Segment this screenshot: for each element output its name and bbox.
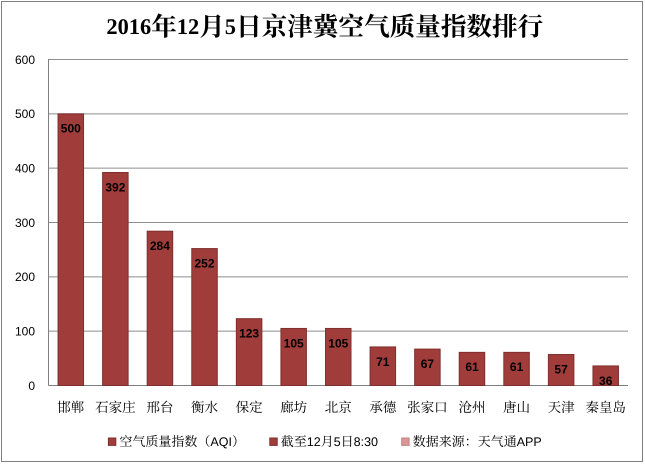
data-labels: 500 392 284 252 123 105 105 71 67 61 61 57 36 [61, 122, 613, 388]
bar-邢台 [146, 230, 174, 386]
category-label-邢台 [146, 400, 173, 414]
category-label-石家庄 [95, 400, 136, 414]
bar-value-label-61: 61 [465, 360, 479, 374]
legend-item-2 [269, 435, 378, 448]
category-label-廊坊 [280, 400, 307, 414]
bar-value-label-71: 71 [376, 355, 390, 369]
category-label-北京 [325, 400, 352, 414]
bar-衡水 [191, 248, 218, 386]
gridlines [48, 59, 628, 332]
y-axis-tick-labels: 0 100 200 300 400 500 600 [15, 53, 35, 393]
bar-value-label-252: 252 [194, 256, 214, 270]
legend-swatch-3 [401, 437, 410, 446]
bar-value-label-105: 105 [328, 336, 348, 350]
chart-title-glyphs [107, 13, 543, 38]
bar-张家口 [414, 348, 441, 387]
y-tick-label-400: 400 [15, 162, 35, 176]
bar-沧州 [458, 351, 486, 386]
category-label-衡水 [191, 400, 218, 414]
category-label-沧州 [459, 400, 485, 414]
legend-label-2 [281, 435, 378, 448]
bar-value-label-57: 57 [554, 362, 568, 376]
bar-value-label-67: 67 [421, 357, 435, 371]
bar-value-label-500: 500 [61, 122, 81, 136]
category-label-天津 [548, 400, 575, 414]
y-tick-label-100: 100 [15, 325, 35, 339]
bar-承德 [369, 346, 397, 387]
bar-秦皇岛 [592, 365, 619, 387]
y-tick-label-0: 0 [28, 379, 35, 393]
y-tick-label-500: 500 [15, 107, 35, 121]
bar-廊坊 [280, 327, 307, 387]
bar-value-label-61: 61 [510, 360, 524, 374]
bar-北京 [325, 327, 352, 387]
x-axis-category-labels [57, 400, 626, 414]
bar-value-label-392: 392 [105, 180, 125, 194]
bar-value-label-105: 105 [284, 336, 304, 350]
category-label-唐山 [503, 400, 529, 414]
bar-唐山 [503, 351, 530, 386]
bar-邯郸 [57, 113, 85, 387]
bar-石家庄 [102, 172, 129, 386]
category-label-张家口 [407, 400, 447, 414]
bar-value-label-123: 123 [239, 327, 259, 341]
category-label-邯郸 [57, 400, 84, 414]
bar-天津 [547, 354, 575, 386]
bar-保定 [235, 318, 263, 387]
y-tick-label-300: 300 [15, 216, 35, 230]
legend-item-1 [107, 434, 237, 449]
y-tick-label-200: 200 [15, 270, 35, 284]
chart-title [107, 13, 543, 38]
legend-swatch-2 [269, 437, 278, 446]
bar-value-label-36: 36 [599, 374, 613, 388]
legend-label-1 [119, 434, 237, 449]
category-label-承德 [369, 400, 396, 414]
bar-series [57, 113, 619, 387]
legend-item-3 [401, 435, 542, 448]
y-tick-label-600: 600 [15, 53, 35, 67]
legend-label-3 [413, 435, 542, 448]
category-label-保定 [235, 400, 263, 414]
category-label-秦皇岛 [585, 400, 626, 414]
legend-swatch-1 [107, 437, 117, 446]
legend [107, 434, 542, 449]
bar-value-label-284: 284 [150, 239, 170, 253]
